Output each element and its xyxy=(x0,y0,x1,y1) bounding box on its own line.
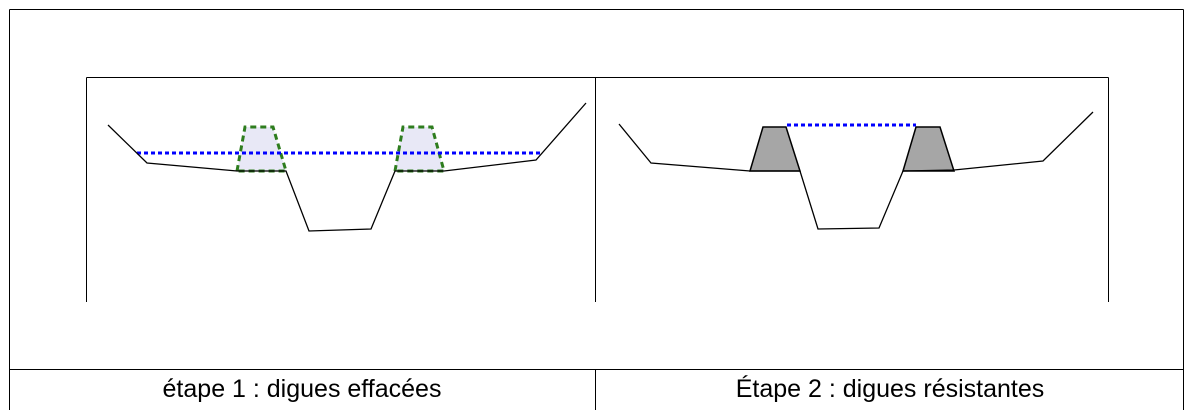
caption-step1: étape 1 : digues effacées xyxy=(162,375,442,403)
panel-step2-border xyxy=(595,77,1109,302)
resistant-dike-left xyxy=(748,126,802,172)
terrain-profile xyxy=(618,111,1094,230)
caption-step2: Étape 2 : digues résistantes xyxy=(735,375,1045,403)
erased-dike-left xyxy=(235,125,289,173)
panel-step1-border xyxy=(86,77,596,302)
terrain-profile xyxy=(107,102,587,232)
panel-step1 xyxy=(86,77,596,302)
resistant-dike-right xyxy=(901,126,956,172)
panel-step2 xyxy=(595,77,1109,302)
erased-dike-right xyxy=(393,125,446,173)
table-borders xyxy=(9,9,1184,410)
